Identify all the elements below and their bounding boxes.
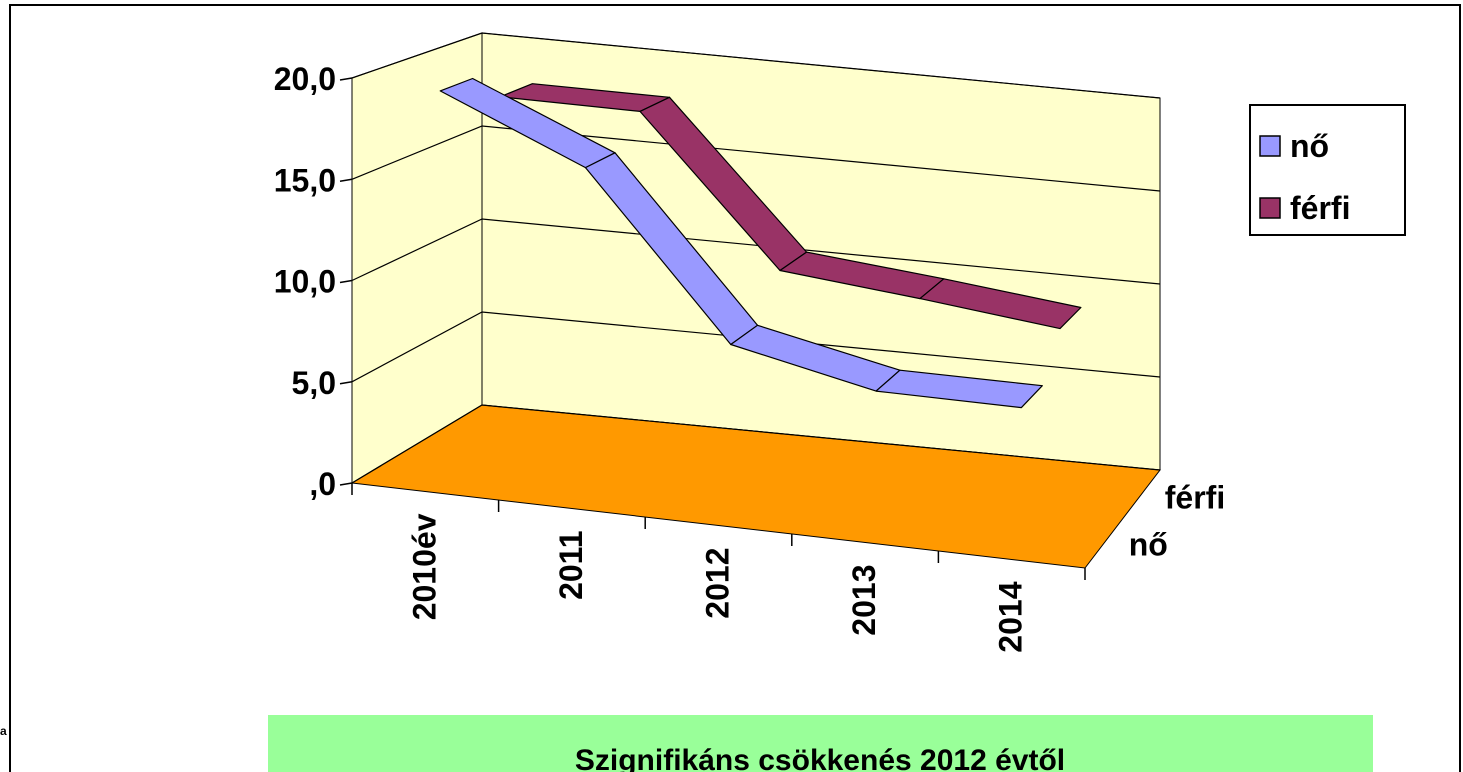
grid-line <box>351 218 1161 285</box>
legend-swatch <box>1259 197 1281 219</box>
y-tick-label: ,0 <box>309 466 336 502</box>
x-tick-label: 2012 <box>700 548 736 619</box>
depth-label: férfi <box>1165 479 1225 515</box>
grid-line <box>351 404 1161 484</box>
ribbon-segment <box>919 278 1082 330</box>
depth-label: nő <box>1129 527 1168 563</box>
x-tick-label: 2014 <box>993 581 1029 652</box>
grid-line <box>351 125 1161 192</box>
grid-line <box>351 32 1161 99</box>
y-tick <box>339 279 353 284</box>
y-tick <box>339 178 353 182</box>
legend-swatch <box>1259 135 1281 157</box>
y-tick-label: 20,0 <box>274 61 336 97</box>
legend-label: nő <box>1290 128 1329 164</box>
annotation: Szignifikáns csökkenés 2012 évtől <box>575 744 1065 772</box>
y-tick-label: 10,0 <box>274 264 336 300</box>
side-text: a <box>0 724 7 738</box>
legend-label: férfi <box>1290 190 1350 226</box>
y-tick <box>339 381 353 385</box>
y-tick <box>339 77 353 81</box>
y-tick <box>339 482 353 486</box>
x-tick-label: 2013 <box>846 565 882 636</box>
x-tick-label: 2011 <box>553 531 589 600</box>
ribbon-segment <box>875 369 1043 409</box>
y-tick-label: 15,0 <box>274 162 336 198</box>
y-tick-label: 5,0 <box>292 365 336 401</box>
annotation-box <box>268 715 1373 772</box>
x-tick-label: 2010év <box>406 513 442 620</box>
grid-line <box>351 311 1161 383</box>
